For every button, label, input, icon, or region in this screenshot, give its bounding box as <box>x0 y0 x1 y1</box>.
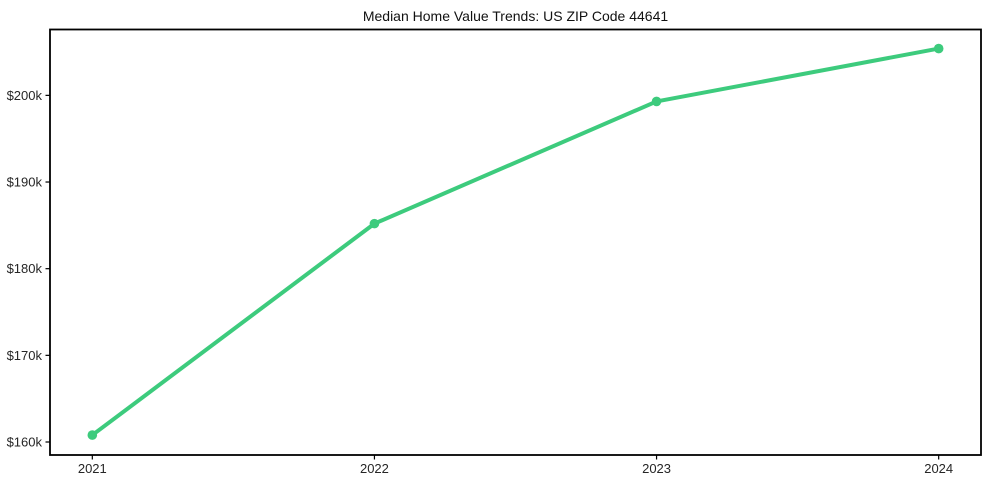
y-tick-label: $170k <box>7 348 43 363</box>
y-tick-label: $160k <box>7 435 43 450</box>
x-tick-label: 2022 <box>360 461 389 476</box>
trend-line <box>90 46 941 438</box>
y-tick-label: $180k <box>7 261 43 276</box>
data-point-marker-2021 <box>87 430 98 440</box>
data-point-marker-2023 <box>651 96 662 107</box>
x-tick-label: 2021 <box>78 461 107 476</box>
x-tick-label: 2023 <box>642 461 671 476</box>
y-tick-label: $200k <box>7 88 43 103</box>
data-point-marker-2024 <box>933 43 944 54</box>
plot-border <box>49 28 982 456</box>
data-point-marker-2022 <box>369 218 380 229</box>
y-tick-label: $190k <box>7 175 43 190</box>
x-tick-label: 2024 <box>924 461 953 476</box>
chart-title: Median Home Value Trends: US ZIP Code 44… <box>363 8 669 24</box>
